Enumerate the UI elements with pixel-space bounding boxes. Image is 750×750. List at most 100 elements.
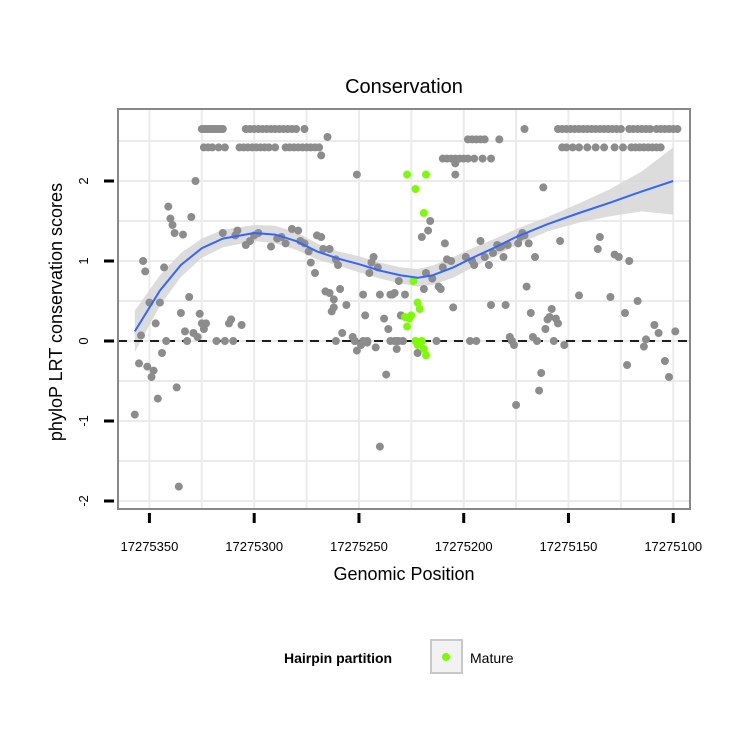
data-point: [350, 337, 359, 345]
data-point: [541, 325, 550, 333]
data-point: [361, 311, 370, 320]
data-point: [281, 239, 290, 248]
x-tick-label: 17275200: [435, 539, 493, 554]
data-point: [660, 357, 669, 365]
data-point: [545, 313, 554, 321]
data-point: [185, 293, 194, 301]
data-point: [246, 237, 254, 245]
data-point: [352, 170, 361, 179]
data-point: [336, 285, 345, 293]
x-tick-label: 17275300: [225, 539, 283, 554]
data-point: [623, 361, 632, 369]
data-point: [369, 253, 378, 261]
data-point: [480, 253, 489, 261]
data-point: [642, 335, 650, 344]
data-point: [319, 245, 328, 253]
data-point: [183, 337, 192, 345]
data-point: [218, 229, 227, 237]
data-point: [673, 125, 682, 133]
data-point: [237, 321, 246, 329]
data-point: [560, 341, 569, 349]
data-point: [300, 125, 309, 133]
data-point: [365, 269, 374, 277]
data-point: [363, 338, 372, 347]
data-point: [229, 337, 238, 345]
data-point: [352, 346, 361, 355]
data-point: [294, 226, 303, 235]
data-point: [650, 321, 659, 329]
legend: Hairpin partition Mature: [284, 639, 514, 674]
data-point: [172, 383, 181, 392]
data-point: [162, 337, 171, 345]
data-point: [591, 143, 600, 152]
data-point: [271, 143, 280, 152]
data-point: [583, 143, 592, 152]
y-tick-label: -2: [76, 495, 91, 507]
data-point: [476, 237, 485, 245]
data-point: [287, 225, 296, 233]
data-point: [470, 154, 479, 163]
data-point: [267, 242, 275, 251]
mature-point: [403, 170, 412, 179]
data-point: [331, 337, 340, 345]
x-tick-label: 17275250: [330, 539, 388, 554]
data-point: [424, 226, 433, 235]
data-point: [575, 143, 583, 152]
data-point: [671, 327, 680, 336]
data-point: [202, 319, 210, 328]
x-axis-label: Genomic Position: [333, 564, 474, 584]
data-point: [417, 233, 426, 241]
y-tick-label: -1: [76, 415, 91, 427]
data-point: [522, 282, 531, 291]
data-point: [520, 125, 529, 133]
data-point: [606, 293, 615, 301]
data-point: [166, 214, 175, 223]
data-point: [380, 314, 389, 323]
data-point: [524, 239, 533, 248]
data-point: [610, 143, 619, 152]
legend-label-mature: Mature: [470, 650, 514, 666]
data-point: [195, 309, 204, 318]
mature-point: [422, 170, 430, 179]
data-point: [158, 349, 166, 357]
data-point: [539, 183, 548, 192]
data-point: [489, 249, 497, 257]
data-point: [413, 349, 422, 357]
data-point: [170, 229, 179, 237]
smooth-line: [133, 180, 674, 332]
grid-lines: [118, 109, 690, 509]
mature-point: [405, 314, 414, 323]
x-tick-label: 17275150: [540, 539, 598, 554]
data-point: [419, 285, 428, 293]
data-point: [311, 269, 319, 277]
data-point: [139, 257, 148, 265]
mature-point: [415, 305, 424, 313]
data-point: [531, 253, 539, 261]
data-point: [533, 337, 541, 345]
data-point: [472, 337, 481, 345]
data-point: [384, 325, 393, 333]
y-axis-label: phyloP LRT conservation scores: [46, 183, 66, 441]
data-point: [495, 135, 504, 144]
data-point: [218, 125, 227, 133]
panel-background: [118, 109, 690, 509]
data-point: [470, 261, 479, 269]
plot-panel: [117, 108, 691, 510]
data-point: [306, 258, 315, 267]
data-point: [135, 359, 143, 368]
data-point: [616, 125, 625, 133]
mature-points: [401, 170, 430, 360]
data-point: [304, 247, 313, 256]
data-point: [338, 329, 347, 337]
mature-point: [413, 341, 422, 349]
data-point: [394, 277, 403, 285]
data-point: [315, 143, 324, 152]
data-point: [390, 289, 399, 297]
data-point: [174, 482, 183, 491]
data-point: [164, 202, 173, 211]
data-point: [342, 301, 351, 309]
mature-point: [422, 351, 430, 360]
data-point: [292, 125, 301, 133]
data-point: [484, 261, 493, 269]
data-point: [593, 245, 602, 253]
